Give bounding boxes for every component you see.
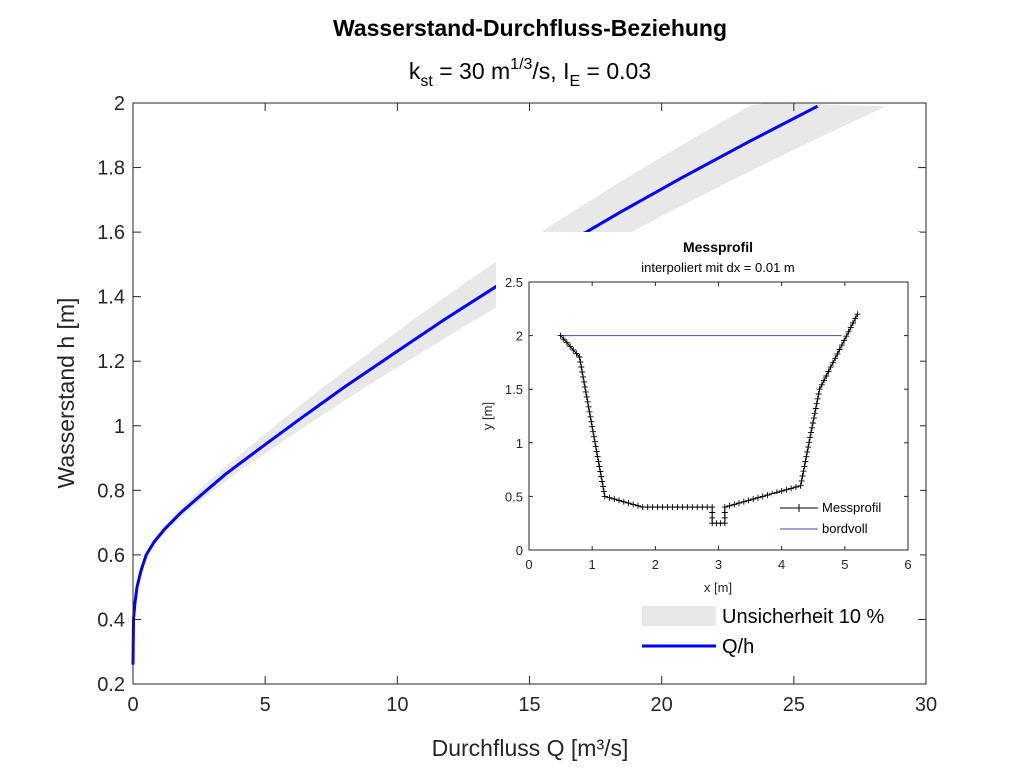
y-tick-label: 1.2: [97, 351, 125, 373]
inset-y-tick-label: 0: [516, 543, 523, 558]
x-tick-label: 10: [386, 694, 408, 716]
x-tick-label: 5: [260, 694, 271, 716]
y-tick-label: 0.8: [97, 480, 125, 502]
inset-legend-marker-profile: [795, 504, 803, 512]
profile-markers: [557, 311, 861, 527]
legend-label-line: Q/h: [722, 636, 754, 658]
subtitle-mid: /s, I: [532, 58, 569, 84]
main-legend: Unsicherheit 10 % Q/h: [642, 604, 885, 658]
subtitle-k: k: [409, 58, 421, 84]
inset-y-tick-label: 0.5: [505, 489, 523, 504]
subtitle-sup: 1/3: [510, 56, 532, 73]
inset-x-tick-label: 2: [652, 557, 659, 572]
inset-legend: Messprofil bordvoll: [772, 494, 900, 540]
inset-y-tick-label: 2.5: [505, 275, 523, 290]
inset-x-tick-label: 4: [778, 557, 785, 572]
legend-label-band: Unsicherheit 10 %: [722, 606, 885, 628]
inset-x-tick-label: 5: [841, 557, 848, 572]
y-axis-label: Wasserstand h [m]: [53, 298, 79, 489]
inset-legend-box: [772, 494, 900, 540]
inset-panel: Messprofil interpoliert mit dx = 0.01 m …: [480, 232, 920, 606]
subtitle-i-sub: E: [569, 73, 580, 90]
y-tick-label: 1.4: [97, 287, 125, 309]
inset-x-tick-label: 0: [525, 557, 532, 572]
subtitle-k-sub: st: [420, 73, 433, 90]
inset-background: [496, 232, 920, 606]
y-tick-label: 0.6: [97, 545, 125, 567]
x-tick-label: 25: [783, 694, 805, 716]
x-axis-label: Durchfluss Q [m³/s]: [432, 735, 629, 761]
subtitle-eq2: = 0.03: [580, 58, 651, 84]
inset-y-tick-label: 1.5: [505, 382, 523, 397]
x-tick-label: 30: [915, 694, 937, 716]
inset-y-tick-label: 2: [516, 329, 523, 344]
inset-subtitle: interpoliert mit dx = 0.01 m: [641, 260, 795, 275]
y-tick-label: 0.4: [97, 609, 125, 631]
x-tick-label: 20: [651, 694, 673, 716]
inset-x-tick-label: 1: [589, 557, 596, 572]
y-tick-label: 1: [114, 416, 125, 438]
main-plot: 0 5 10 15 20 25 300.20.40.60.811.21.41.61.82: [97, 93, 937, 716]
chart-title: Wasserstand-Durchfluss-Beziehung: [333, 15, 727, 41]
legend-swatch-band: [642, 604, 716, 626]
inset-legend-label-profile: Messprofil: [822, 500, 881, 515]
y-tick-label: 1.8: [97, 158, 125, 180]
subtitle-eq1: = 30 m: [433, 58, 510, 84]
y-tick-label: 1.6: [97, 222, 125, 244]
x-tick-label: 0: [127, 694, 138, 716]
rating-curve-line: [131, 104, 819, 665]
y-tick-label: 0.2: [97, 674, 125, 696]
inset-title: Messprofil: [683, 239, 753, 255]
inset-y-tick-label: 1: [516, 436, 523, 451]
inset-x-tick-label: 3: [715, 557, 722, 572]
inset-x-tick-label: 6: [904, 557, 911, 572]
inset-plot: 0 1 2 3 4 5 6 0 0.5 1 1.5 2 2.5: [505, 275, 912, 572]
x-tick-label: 15: [518, 694, 540, 716]
inset-legend-label-bordvoll: bordvoll: [822, 521, 868, 536]
chart-subtitle: kst = 30 m1/3/s, IE = 0.03: [409, 56, 651, 90]
y-tick-label: 2: [114, 93, 125, 115]
inset-y-axis-label: y [m]: [480, 402, 495, 430]
inset-x-axis-label: x [m]: [704, 580, 732, 595]
